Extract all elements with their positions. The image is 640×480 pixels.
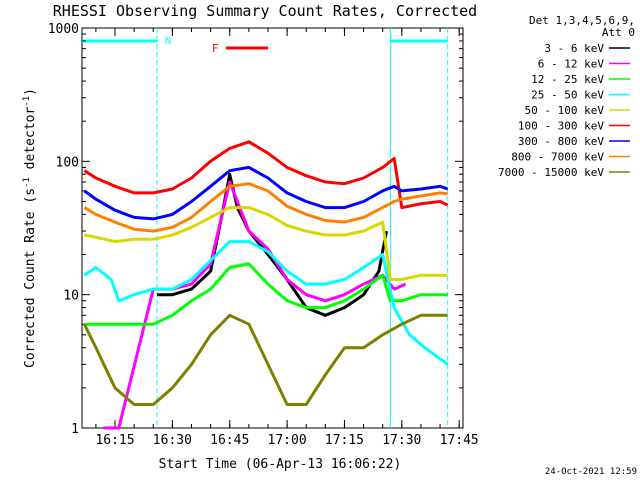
legend-entry-label: 6 - 12 keV (538, 58, 605, 71)
flare-marker-label: F (212, 42, 219, 55)
y-axis-label: Corrected Count Rate (s-1 detector-1) (22, 88, 38, 368)
x-tick-label: 16:45 (210, 433, 249, 448)
chart-title: RHESSI Observing Summary Count Rates, Co… (53, 2, 477, 20)
x-tick-label: 17:30 (382, 433, 421, 448)
x-tick-label: 17:15 (325, 433, 364, 448)
x-axis-label: Start Time (06-Apr-13 16:06:22) (159, 457, 402, 472)
series-line (84, 206, 448, 281)
legend-entry-label: 25 - 50 keV (531, 89, 604, 102)
y-tick-label: 1000 (48, 22, 79, 37)
legend-entry-label: 100 - 300 keV (518, 120, 604, 133)
plot-frame (81, 27, 464, 429)
legend-entry-label: 800 - 7000 keV (511, 151, 604, 164)
legend-entry-label: 7000 - 15000 keV (498, 166, 604, 179)
legend-header: Att 0 (602, 26, 635, 39)
series-line (83, 140, 449, 210)
timestamp: 24-Oct-2021 12:59 (545, 467, 637, 477)
x-tick-label: 16:30 (153, 433, 192, 448)
series-line (83, 240, 449, 366)
x-tick-label: 16:15 (95, 433, 134, 448)
night-marker-label: N (165, 36, 171, 47)
plot-area: N F 16:15 16:30 16:45 17:00 17:15 17:30 17:45 1 10… (48, 22, 479, 448)
y-tick-label: 1 (71, 422, 79, 437)
legend-entry-label: 50 - 100 keV (525, 104, 605, 117)
series-line (83, 165, 449, 221)
x-tick-label: 17:45 (440, 433, 479, 448)
series-line (157, 172, 388, 317)
legend: Det 1,3,4,5,6,9,Att 0 3 - 6 keV 6 - 12 keV… (498, 14, 635, 179)
legend-entry-label: 300 - 800 keV (518, 135, 604, 148)
series-line (83, 313, 448, 406)
legend-entry-label: 12 - 25 keV (531, 73, 604, 86)
series-line (84, 262, 448, 326)
legend-entry-label: 3 - 6 keV (544, 42, 604, 55)
y-tick-label: 10 (63, 289, 79, 304)
series-line (83, 182, 448, 233)
x-tick-label: 17:00 (268, 433, 307, 448)
legend-header: Det 1,3,4,5,6,9, (529, 14, 635, 27)
y-tick-label: 100 (56, 155, 79, 170)
